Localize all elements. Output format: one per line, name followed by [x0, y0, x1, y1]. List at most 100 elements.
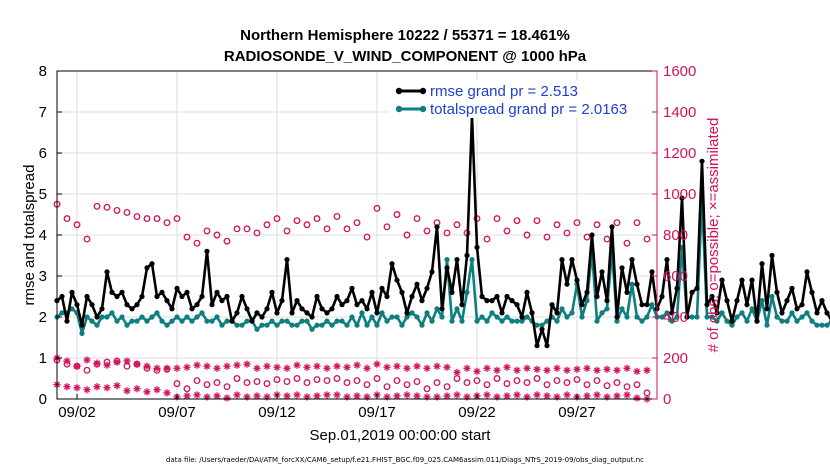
totalspread-point: [479, 314, 485, 320]
obs-assimilated-point: [253, 392, 261, 400]
totalspread-point: [799, 314, 805, 320]
y-right-tick-label: 200: [663, 350, 688, 367]
totalspread-point: [664, 310, 670, 316]
obs-possible-point: [223, 383, 231, 391]
chart-title: Northern Hemisphere 10222 / 55371 = 18.4…: [240, 27, 570, 44]
obs-assimilated-point: [583, 364, 591, 372]
obs-assimilated-point: [293, 361, 301, 369]
totalspread-point: [219, 322, 225, 328]
chart-subtitle: RADIOSONDE_V_WIND_COMPONENT @ 1000 hPa: [224, 48, 587, 65]
rmse-point: [779, 310, 785, 316]
y-right-tick-label: 1000: [663, 186, 696, 203]
rmse-point: [299, 306, 305, 312]
totalspread-point: [639, 318, 645, 324]
obs-possible-point: [553, 377, 561, 384]
rmse-point: [539, 326, 545, 332]
rmse-point: [554, 310, 560, 316]
obs-possible-point: [93, 202, 101, 210]
obs-assimilated-point: [553, 364, 561, 372]
rmse-point: [284, 257, 290, 263]
totalspread-point: [144, 318, 150, 324]
obs-assimilated-point: [113, 358, 121, 366]
rmse-point: [729, 318, 735, 324]
obs-assimilated-point: [563, 366, 571, 374]
totalspread-point: [169, 318, 175, 324]
obs-possible-point: [483, 381, 491, 389]
rmse-point: [249, 318, 255, 324]
obs-possible-point: [113, 206, 121, 214]
legend-spread-label: totalspread grand pr = 2.0163: [430, 101, 627, 118]
totalspread-point: [779, 318, 785, 324]
totalspread-point: [719, 310, 725, 316]
obs-possible-point: [603, 382, 611, 390]
y-axis-left-label: rmse and totalspread: [21, 165, 38, 306]
obs-assimilated-point: [93, 359, 101, 367]
obs-assimilated-point: [443, 392, 451, 400]
obs-assimilated-point: [243, 360, 251, 368]
totalspread-point: [469, 257, 475, 263]
rmse-point: [514, 302, 520, 308]
obs-assimilated-point: [143, 362, 151, 370]
obs-possible-point: [533, 217, 541, 225]
rmse-point: [629, 257, 635, 263]
totalspread-point: [384, 318, 390, 324]
y-left-tick-label: 0: [39, 391, 47, 408]
obs-assimilated-point: [303, 363, 311, 371]
obs-possible-point: [443, 383, 451, 391]
totalspread-point: [109, 310, 115, 316]
obs-possible-point: [613, 379, 621, 387]
totalspread-point: [579, 314, 585, 320]
totalspread-point: [594, 318, 600, 324]
rmse-point: [789, 285, 795, 291]
totalspread-point: [554, 318, 560, 324]
obs-assimilated-point: [293, 391, 301, 399]
obs-assimilated-point: [213, 392, 221, 400]
obs-assimilated-point: [533, 365, 541, 373]
obs-assimilated-point: [613, 366, 621, 374]
obs-possible-point: [503, 380, 511, 388]
x-tick-label: 09/17: [358, 404, 396, 421]
totalspread-point: [464, 289, 470, 295]
totalspread-point: [389, 314, 395, 320]
obs-possible-point: [243, 225, 251, 233]
totalspread-point: [714, 318, 720, 324]
rmse-point: [754, 318, 760, 324]
totalspread-point: [94, 322, 100, 328]
totalspread-point: [539, 322, 545, 328]
totalspread-point: [299, 318, 305, 324]
y-axis-right-label: # of obs: o=possible; ×=assimilated: [705, 118, 722, 353]
rmse-point: [409, 293, 415, 300]
obs-assimilated-point: [133, 385, 141, 393]
rmse-point: [689, 289, 695, 295]
obs-possible-point: [493, 215, 501, 223]
obs-assimilated-point: [323, 391, 331, 399]
obs-assimilated-point: [313, 392, 321, 400]
obs-possible-point: [433, 379, 441, 387]
obs-possible-point: [373, 375, 381, 382]
totalspread-point: [264, 322, 270, 328]
totalspread-point: [544, 318, 550, 324]
obs-assimilated-point: [363, 364, 371, 372]
totalspread-point: [409, 310, 415, 316]
rmse-point: [809, 289, 815, 295]
obs-assimilated-point: [523, 364, 531, 372]
obs-assimilated-point: [273, 363, 281, 371]
obs-assimilated-point: [333, 362, 341, 370]
obs-possible-point: [623, 239, 631, 247]
totalspread-point: [214, 314, 220, 320]
rmse-point: [719, 277, 725, 283]
totalspread-point: [819, 322, 825, 328]
totalspread-point: [369, 314, 375, 320]
rmse-point: [324, 310, 330, 316]
totalspread-point: [569, 310, 575, 316]
y-right-tick-label: 1600: [663, 63, 696, 80]
obs-assimilated-point: [493, 366, 501, 374]
obs-possible-point: [643, 235, 651, 243]
rmse-point: [349, 285, 355, 291]
totalspread-point: [434, 306, 440, 312]
obs-assimilated-point: [403, 391, 411, 399]
obs-assimilated-point: [103, 361, 111, 369]
obs-possible-point: [83, 235, 91, 243]
totalspread-point: [459, 318, 465, 324]
obs-assimilated-point: [503, 363, 511, 371]
